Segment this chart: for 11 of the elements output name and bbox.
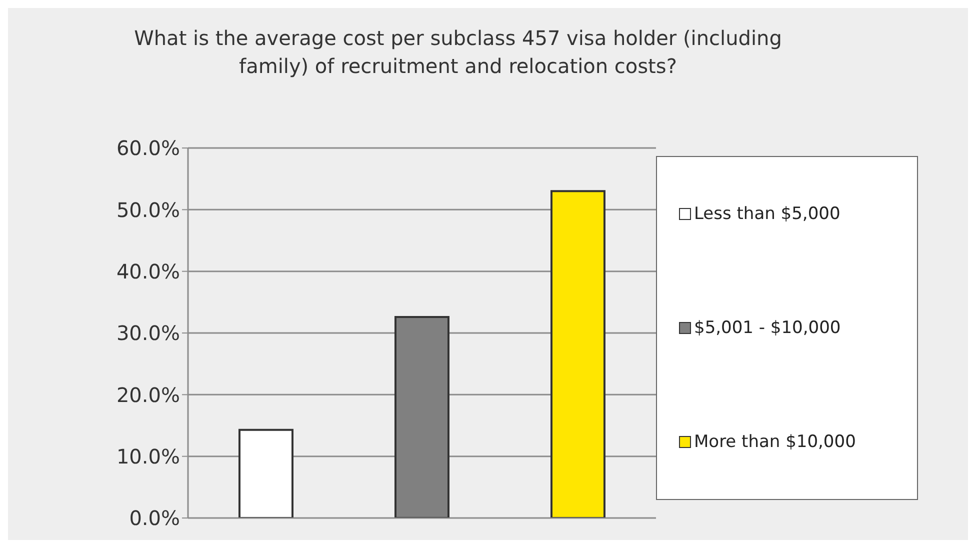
y-tick-label: 20.0% bbox=[116, 382, 180, 407]
y-tick-label: 0.0% bbox=[129, 506, 180, 530]
legend-label: $5,001 - $10,000 bbox=[694, 318, 841, 338]
y-tick-label: 30.0% bbox=[116, 321, 180, 346]
legend-label: Less than $5,000 bbox=[694, 204, 840, 224]
y-tick-label: 10.0% bbox=[116, 444, 180, 468]
legend-label: More than $10,000 bbox=[694, 432, 856, 452]
chart-title: What is the average cost per subclass 457 visa holder (including family) of recruitment and relocation costs? bbox=[133, 25, 783, 80]
y-tick-label: 60.0% bbox=[116, 136, 180, 160]
y-tick-label: 50.0% bbox=[116, 198, 180, 222]
y-tick-label: 40.0% bbox=[116, 259, 180, 284]
